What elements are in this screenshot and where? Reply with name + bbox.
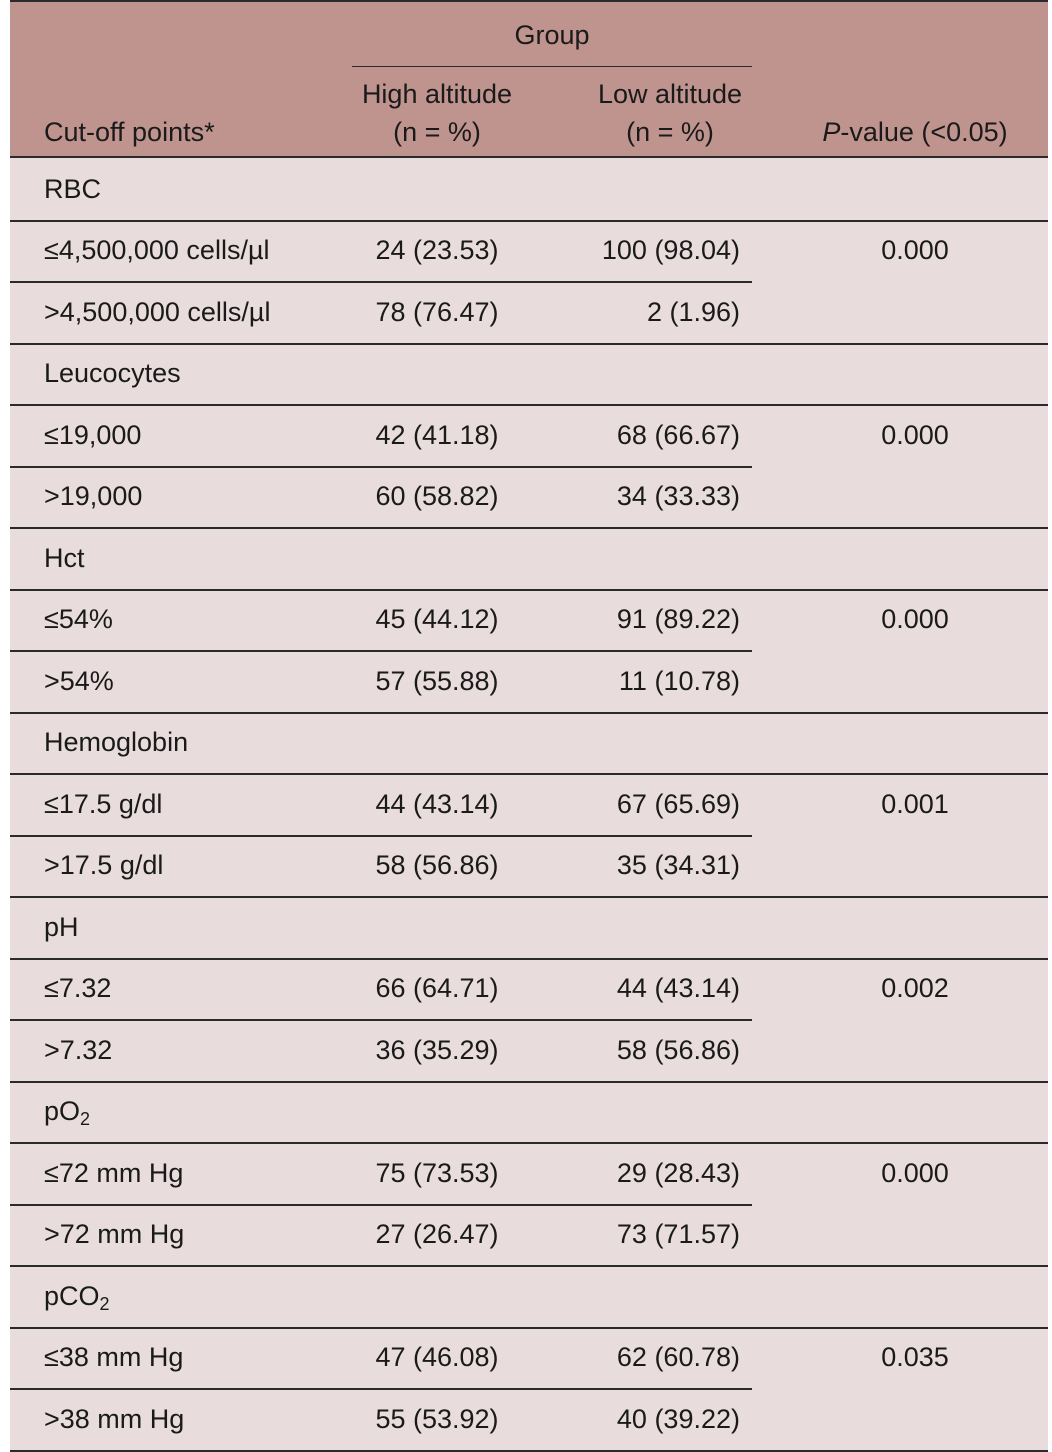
high-altitude-value: 44 (43.14) [375,788,499,819]
section-title: pCO2 [44,1279,110,1313]
row-label: ≤4,500,000 cells/µl [44,235,270,266]
high-altitude-value: 55 (53.92) [375,1403,499,1434]
pvalue-value: 0.000 [881,419,949,450]
section-end-rule [10,1080,1048,1083]
pvalue-value: 0.001 [881,788,949,819]
low-altitude-value: 58 (56.86) [616,1034,740,1065]
section-rule [10,588,1048,591]
row-label: >17.5 g/dl [44,850,164,881]
low-altitude-value: 68 (66.67) [616,419,740,450]
cutoff-heading: Cut-off points* [44,117,215,147]
row-label: >38 mm Hg [44,1403,185,1434]
pvalue-heading-italic: P [822,117,841,147]
row-label: >7.32 [44,1034,113,1065]
low-altitude-value: 40 (39.22) [616,1403,740,1434]
section-rule [10,404,1048,406]
high-altitude-value: 75 (73.53) [375,1157,499,1188]
low-altitude-subheading: (n = %) [626,117,714,147]
section-title-subscript: 2 [80,1109,91,1130]
section-title: Leucocytes [44,358,181,389]
row-rule [10,281,752,283]
section-title: RBC [44,173,102,204]
pvalue-heading: P-value (<0.05) [790,115,1040,149]
low-altitude-heading: Low altitude [597,79,743,109]
section-rule [10,957,1048,960]
row-rule [10,650,752,652]
low-altitude-value: 34 (33.33) [616,481,740,512]
high-altitude-value: 27 (26.47) [375,1219,499,1250]
low-altitude-value: 35 (34.31) [616,850,740,881]
table-header: Group Cut-off points* High altitude (n =… [10,0,1048,158]
low-altitude-value: 2 (1.96) [646,296,740,327]
high-altitude-value: 36 (35.29) [375,1034,499,1065]
section-end-rule [10,342,1048,345]
high-altitude-heading: High altitude [361,79,513,109]
row-label: ≤7.32 [44,973,112,1004]
high-altitude-value: 24 (23.53) [375,235,499,266]
low-altitude-value: 73 (71.57) [616,1219,740,1250]
row-label: >19,000 [44,481,143,512]
row-rule [10,465,752,468]
high-altitude-value: 60 (58.82) [375,481,499,512]
row-rule [10,1388,752,1390]
section-title-subscript: 2 [99,1293,110,1314]
data-table: Group Cut-off points* High altitude (n =… [10,0,1048,1452]
low-altitude-value: 29 (28.43) [616,1157,740,1188]
section-title: Hct [44,542,85,573]
low-altitude-value: 100 (98.04) [601,235,740,266]
row-rule [10,834,752,837]
high-altitude-value: 47 (46.08) [375,1342,499,1373]
section-rule [10,219,1048,222]
high-altitude-value: 57 (55.88) [375,665,499,696]
high-altitude-value: 45 (44.12) [375,604,499,635]
high-altitude-value: 78 (76.47) [375,296,499,327]
low-altitude-value: 91 (89.22) [616,604,740,635]
row-label: >72 mm Hg [44,1219,185,1250]
row-label: >4,500,000 cells/µl [44,296,271,327]
row-label: ≤19,000 [44,419,142,450]
section-end-rule [10,1265,1048,1267]
row-rule [10,1019,752,1021]
section-title-main: pCO [44,1280,100,1311]
high-altitude-value: 66 (64.71) [375,973,499,1004]
section-end-rule [10,711,1048,714]
section-title: pH [44,911,79,942]
high-altitude-subheading: (n = %) [393,117,481,147]
group-heading: Group [514,20,590,50]
group-rule [352,66,752,67]
pvalue-value: 0.002 [881,973,949,1004]
row-label: >54% [44,665,114,696]
section-title-main: pO [44,1096,81,1127]
low-altitude-value: 67 (65.69) [616,788,740,819]
section-rule [10,1326,1048,1329]
section-rule [10,1142,1048,1144]
pvalue-value: 0.035 [881,1342,949,1373]
section-end-rule [10,527,1048,529]
row-label: ≤38 mm Hg [44,1342,184,1373]
row-label: ≤72 mm Hg [44,1157,184,1188]
row-label: ≤17.5 g/dl [44,788,163,819]
high-altitude-value: 58 (56.86) [375,850,499,881]
low-altitude-value: 11 (10.78) [618,665,740,696]
section-title: Hemoglobin [44,727,189,758]
low-altitude-value: 62 (60.78) [616,1342,740,1373]
section-end-rule [10,896,1048,898]
row-rule [10,1203,752,1206]
low-altitude-value: 44 (43.14) [616,973,740,1004]
pvalue-heading-rest: -value (<0.05) [840,117,1008,147]
high-altitude-value: 42 (41.18) [375,419,499,450]
pvalue-value: 0.000 [881,235,949,266]
pvalue-value: 0.000 [881,1157,949,1188]
section-title: pO2 [44,1094,90,1128]
pvalue-value: 0.000 [881,604,949,635]
section-rule [10,773,1048,775]
row-label: ≤54% [44,604,113,635]
